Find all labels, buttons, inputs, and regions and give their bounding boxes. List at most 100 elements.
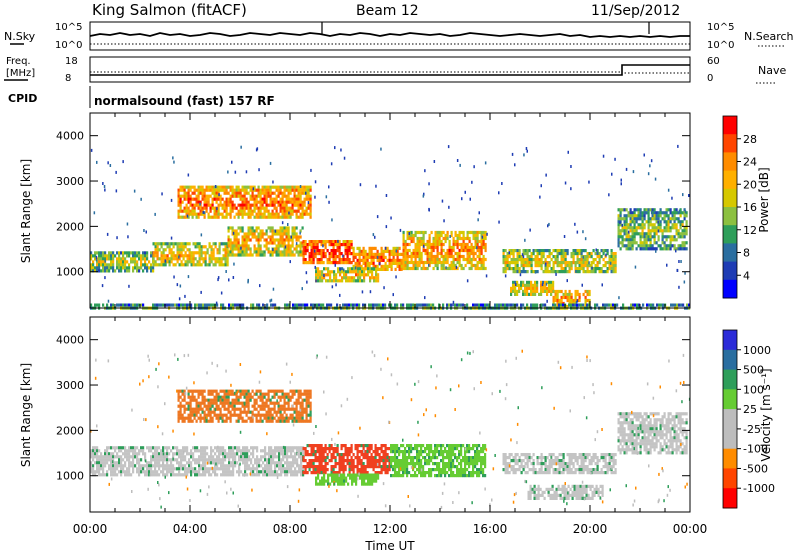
data-cell <box>104 452 107 456</box>
data-cell <box>228 449 231 453</box>
data-cell <box>215 185 218 189</box>
data-cell <box>287 226 290 230</box>
data-cell <box>138 266 141 270</box>
data-cell <box>195 200 198 204</box>
data-cell <box>588 264 591 268</box>
data-cell <box>627 223 630 227</box>
data-cell <box>190 257 193 261</box>
data-cell <box>341 279 344 283</box>
data-cell <box>166 470 169 474</box>
data-cell <box>209 209 212 213</box>
data-cell <box>683 226 686 230</box>
data-cell <box>126 303 129 307</box>
data-cell <box>303 191 306 195</box>
noise-cell <box>299 231 301 235</box>
data-cell <box>283 253 286 257</box>
data-cell <box>540 255 543 259</box>
data-cell <box>305 194 308 198</box>
data-cell <box>275 250 278 254</box>
noise-cell <box>456 159 459 162</box>
data-cell <box>231 188 234 192</box>
data-cell <box>181 398 184 402</box>
data-cell <box>673 244 676 248</box>
data-cell <box>377 273 380 277</box>
data-cell <box>187 197 190 201</box>
data-cell <box>251 185 254 189</box>
data-cell <box>584 289 587 294</box>
data-cell <box>186 470 189 474</box>
data-cell <box>482 257 485 262</box>
data-cell <box>94 461 97 465</box>
data-cell <box>259 212 262 216</box>
data-cell <box>388 255 391 259</box>
data-cell <box>372 246 375 250</box>
data-cell <box>292 470 295 474</box>
data-cell <box>271 226 274 230</box>
data-cell <box>225 212 228 216</box>
data-cell <box>334 252 337 256</box>
data-cell <box>526 264 529 268</box>
data-cell <box>518 249 521 253</box>
data-cell <box>281 253 284 257</box>
data-cell <box>606 252 609 256</box>
noise-cell <box>228 278 230 282</box>
data-cell <box>102 263 105 267</box>
data-cell <box>345 273 348 277</box>
data-cell <box>251 235 254 239</box>
data-cell <box>166 257 169 261</box>
data-cell <box>267 410 270 414</box>
data-cell <box>288 446 291 450</box>
data-cell <box>184 263 187 267</box>
data-cell <box>114 464 117 468</box>
data-cell <box>578 292 581 297</box>
data-cell <box>204 473 207 477</box>
data-cell <box>178 455 181 459</box>
data-cell <box>546 264 549 268</box>
data-cell <box>263 185 266 189</box>
data-cell <box>194 251 197 255</box>
data-cell <box>576 267 579 271</box>
data-cell <box>214 461 217 465</box>
data-cell <box>194 467 197 471</box>
data-cell <box>380 252 383 256</box>
data-cell <box>198 473 201 477</box>
data-cell <box>472 248 475 253</box>
data-cell <box>271 200 274 204</box>
data-cell <box>245 212 248 216</box>
data-cell <box>540 283 543 287</box>
data-cell <box>458 254 461 259</box>
data-cell <box>154 303 157 307</box>
data-cell <box>291 197 294 201</box>
data-cell <box>604 249 607 253</box>
data-cell <box>273 197 276 201</box>
data-cell <box>118 455 121 459</box>
data-cell <box>604 270 607 274</box>
data-cell <box>370 246 373 250</box>
data-cell <box>267 212 270 216</box>
data-cell <box>204 458 207 462</box>
data-cell <box>520 264 523 268</box>
noise-cell <box>269 299 271 303</box>
data-cell <box>269 419 272 423</box>
data-cell <box>472 303 475 307</box>
data-cell <box>231 206 234 210</box>
data-cell <box>152 257 155 261</box>
data-cell <box>197 206 200 210</box>
data-cell <box>154 467 157 471</box>
data-cell <box>212 458 215 462</box>
noise-cell <box>575 301 578 304</box>
data-cell <box>274 461 277 465</box>
data-cell <box>196 303 199 307</box>
data-cell <box>414 266 417 271</box>
noise-cell <box>566 279 568 283</box>
data-cell <box>208 458 211 462</box>
data-cell <box>452 260 455 265</box>
data-cell <box>252 467 255 471</box>
data-cell <box>482 236 485 241</box>
data-cell <box>610 249 613 253</box>
data-cell <box>280 464 283 468</box>
data-cell <box>667 217 670 221</box>
data-cell <box>669 247 672 251</box>
data-cell <box>205 185 208 189</box>
data-cell <box>338 240 341 244</box>
